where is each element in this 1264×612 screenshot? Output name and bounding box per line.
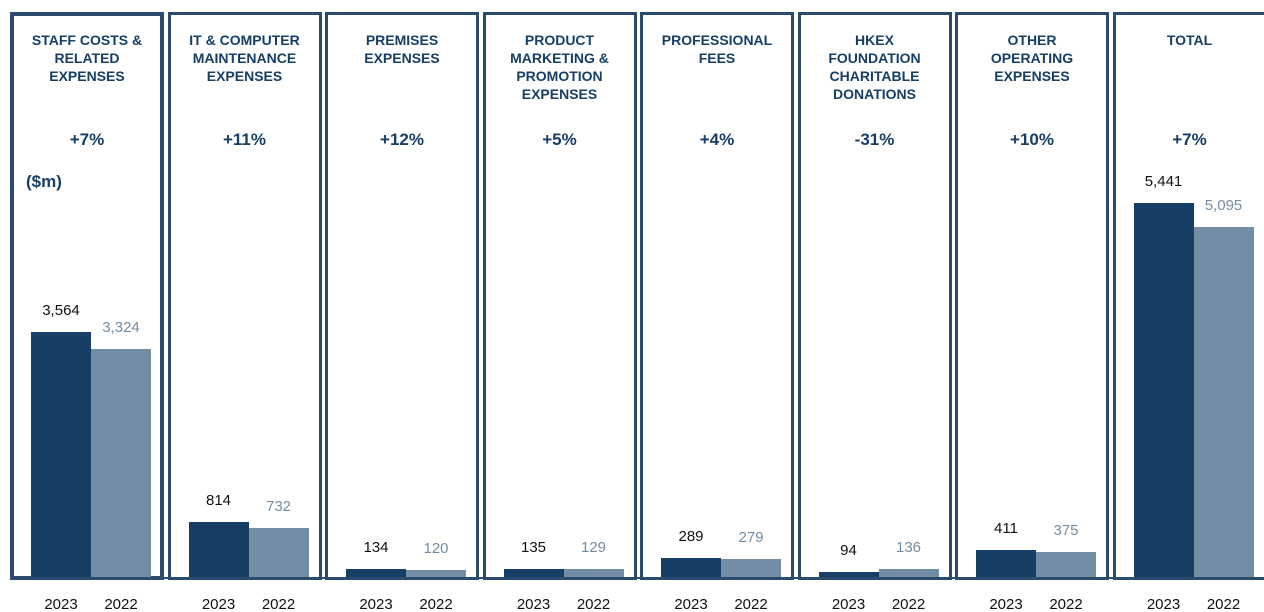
bar xyxy=(31,332,91,578)
x-tick-label: 2023 xyxy=(516,596,551,612)
value-label: 5,441 xyxy=(1144,173,1183,190)
x-tick-label: 2023 xyxy=(1146,596,1181,612)
x-tick-label: 2023 xyxy=(359,596,393,612)
change-label: +11% xyxy=(222,130,266,149)
value-label: 134 xyxy=(363,538,389,556)
change-label: +4% xyxy=(699,130,735,149)
value-label: 3,324 xyxy=(102,318,140,336)
bar xyxy=(661,558,721,578)
x-tick-label: 2023 xyxy=(674,596,708,612)
panel xyxy=(640,12,794,580)
bar xyxy=(91,348,151,578)
change-label: +12% xyxy=(380,130,424,149)
baseline xyxy=(10,577,1264,579)
category-title: PROFESSIONAL FEES xyxy=(661,32,773,66)
x-tick-label: 2023 xyxy=(44,596,78,612)
value-label: 5,095 xyxy=(1204,196,1243,214)
value-label: 120 xyxy=(423,539,449,557)
change-label: -31% xyxy=(854,130,895,149)
bar xyxy=(818,571,879,578)
bar xyxy=(1036,552,1096,578)
x-tick-label: 2022 xyxy=(891,596,926,612)
category-title: STAFF COSTS & RELATED EXPENSES xyxy=(31,32,143,84)
panel xyxy=(955,12,1109,580)
bar xyxy=(1133,203,1194,578)
category-title: OTHER OPERATING EXPENSES xyxy=(990,32,1074,84)
value-label: 289 xyxy=(678,528,704,546)
value-label: 136 xyxy=(895,538,922,556)
bar xyxy=(188,521,249,578)
panel xyxy=(325,12,479,580)
value-label: 732 xyxy=(265,497,292,515)
bar xyxy=(406,569,466,578)
x-tick-label: 2022 xyxy=(261,596,296,612)
unit-label: ($m) xyxy=(26,172,62,191)
change-label: +7% xyxy=(1172,130,1207,149)
category-title: IT & COMPUTER MAINTENANCE EXPENSES xyxy=(189,32,300,84)
change-label: +5% xyxy=(542,130,577,149)
bar xyxy=(878,568,939,578)
x-tick-label: 2023 xyxy=(201,596,236,612)
category-title: PREMISES EXPENSES xyxy=(364,32,440,66)
value-label: 375 xyxy=(1053,522,1079,540)
change-label: +7% xyxy=(69,130,105,149)
value-label: 94 xyxy=(840,541,857,559)
bar xyxy=(721,558,781,578)
value-label: 814 xyxy=(205,491,232,509)
x-tick-label: 2022 xyxy=(1049,596,1083,612)
value-label: 3,564 xyxy=(42,302,80,320)
category-title: PRODUCT MARKETING & PROMOTION EXPENSES xyxy=(510,32,609,102)
x-tick-label: 2022 xyxy=(419,596,453,612)
x-tick-label: 2022 xyxy=(1206,596,1241,612)
bar xyxy=(1193,226,1254,578)
x-tick-label: 2022 xyxy=(104,596,138,612)
x-tick-label: 2022 xyxy=(734,596,768,612)
bar xyxy=(346,568,406,578)
bar xyxy=(248,527,309,578)
value-label: 411 xyxy=(994,519,1018,537)
x-tick-label: 2022 xyxy=(576,596,611,612)
category-title: HKEX FOUNDATION CHARITABLE DONATIONS xyxy=(828,32,921,102)
x-tick-label: 2023 xyxy=(831,596,866,612)
bar xyxy=(503,568,564,578)
value-label: 135 xyxy=(520,538,547,556)
change-label: +10% xyxy=(1010,130,1054,149)
x-tick-label: 2023 xyxy=(989,596,1023,612)
value-label: 129 xyxy=(580,539,607,557)
category-title: TOTAL xyxy=(1166,32,1213,48)
bar xyxy=(976,549,1036,578)
bar xyxy=(563,569,624,578)
value-label: 279 xyxy=(738,528,764,546)
